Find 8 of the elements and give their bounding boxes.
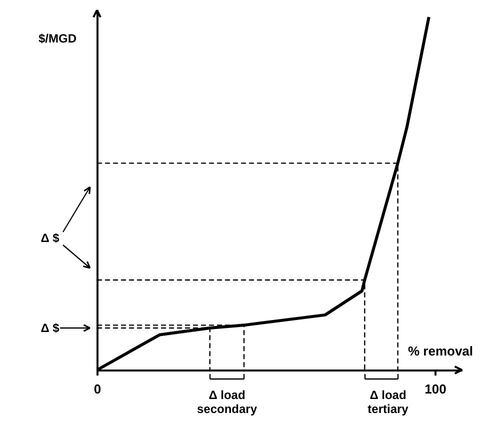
x-tick-label: 100 [424,382,446,396]
y-axis-title: $/MGD [38,32,77,46]
x-tick-label: 0 [94,382,102,396]
x-axis-title: % removal [408,344,474,358]
text: Δ $ [40,231,60,245]
text: Δ load secondary [196,388,258,416]
text: Δ $ [40,321,60,335]
text: Δ load tertiary [368,388,409,416]
